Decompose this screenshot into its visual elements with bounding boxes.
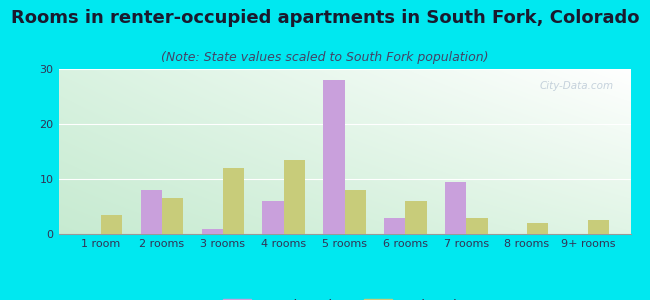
Bar bbox=[445, 182, 466, 234]
Legend: South Fork, Colorado: South Fork, Colorado bbox=[224, 299, 465, 300]
Bar bbox=[223, 168, 244, 234]
Text: (Note: State values scaled to South Fork population): (Note: State values scaled to South Fork… bbox=[161, 51, 489, 64]
Bar bbox=[162, 198, 183, 234]
Bar bbox=[323, 80, 345, 234]
Bar bbox=[263, 201, 283, 234]
Bar bbox=[140, 190, 162, 234]
Bar bbox=[101, 215, 122, 234]
Bar bbox=[202, 229, 223, 234]
Bar bbox=[527, 223, 549, 234]
Bar bbox=[406, 201, 426, 234]
Bar bbox=[466, 218, 488, 234]
Bar bbox=[384, 218, 406, 234]
Bar bbox=[283, 160, 305, 234]
Text: City-Data.com: City-Data.com bbox=[540, 80, 614, 91]
Bar bbox=[344, 190, 366, 234]
Text: Rooms in renter-occupied apartments in South Fork, Colorado: Rooms in renter-occupied apartments in S… bbox=[11, 9, 639, 27]
Bar bbox=[588, 220, 609, 234]
